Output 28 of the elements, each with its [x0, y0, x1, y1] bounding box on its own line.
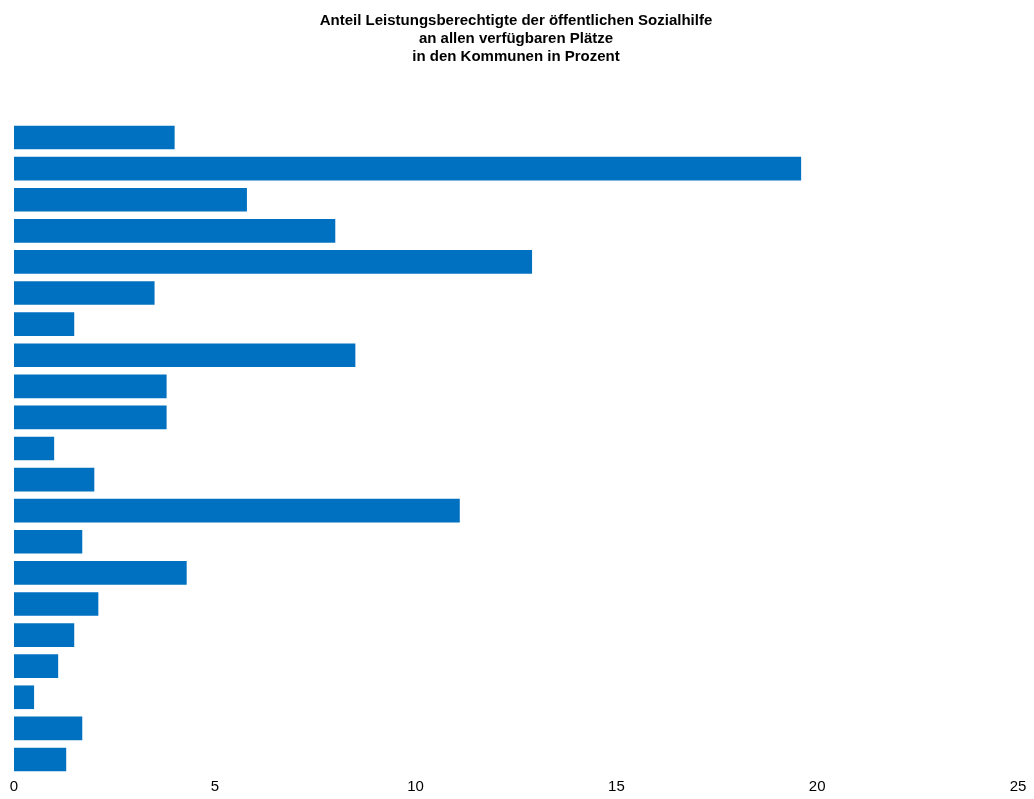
bar [14, 654, 59, 678]
bar [14, 343, 356, 368]
x-tick-label: 15 [608, 777, 625, 795]
bar [14, 187, 247, 212]
bar [14, 747, 67, 772]
bar [14, 250, 533, 274]
bar [14, 312, 75, 336]
bar [14, 281, 155, 305]
bar [14, 498, 460, 523]
x-tick-label: 0 [9, 777, 19, 795]
bar [14, 219, 336, 243]
bar [14, 561, 187, 585]
bar [14, 405, 167, 430]
bar [14, 467, 95, 492]
bar [14, 436, 55, 461]
x-tick-label: 20 [808, 777, 826, 795]
chart-title: Anteil Leistungsberechtigte der öffentlichen Sozialhilfe an allen verfügbaren Plätze in den Kommunen in Prozent [319, 11, 713, 65]
bar [14, 592, 99, 616]
bar [14, 125, 175, 150]
x-tick-label: 25 [1009, 777, 1027, 795]
x-tick-label: 10 [407, 777, 424, 795]
x-tick-label: 5 [210, 777, 219, 795]
bar [14, 374, 167, 399]
bar [14, 529, 83, 554]
bar [14, 156, 802, 181]
bar [14, 716, 83, 741]
bar [14, 685, 35, 710]
bar [14, 623, 75, 647]
